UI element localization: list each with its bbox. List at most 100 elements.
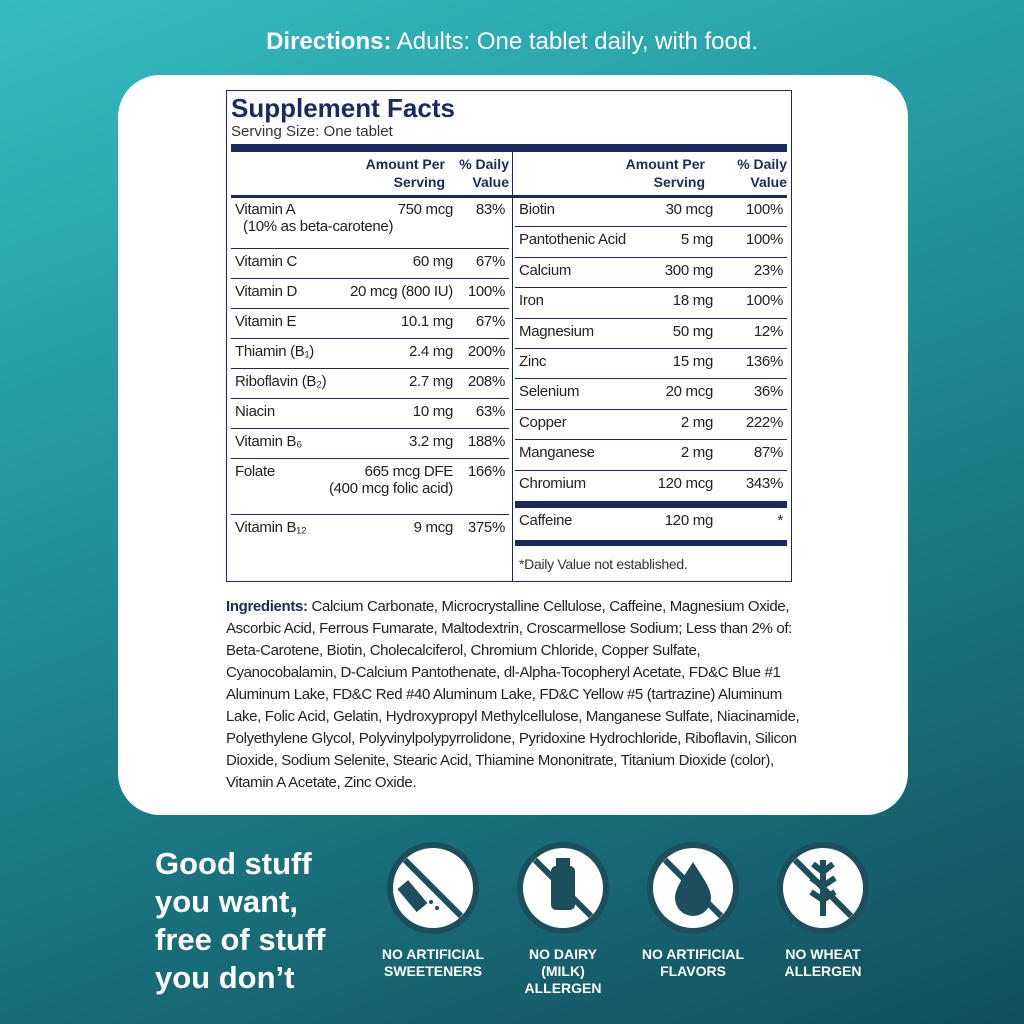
tagline-line: Good stuff — [155, 846, 312, 881]
nutrient-row: Vitamin B₁₂ 9 mcg 375% — [231, 515, 509, 549]
footnote: *Daily Value not established. — [519, 555, 688, 572]
nutrient-dv: 136% — [745, 352, 783, 370]
amount-cell: 15 mg — [673, 353, 714, 378]
header-line: Amount Per — [625, 156, 705, 172]
nutrient-cell: Vitamin B₆ — [235, 433, 409, 458]
amount-cell: 20 mcg — [666, 383, 714, 408]
nutrient-cell: Vitamin A (10% as beta-carotene) — [235, 201, 398, 248]
badge-icon — [777, 842, 869, 934]
nutrient-amount: 50 mg — [672, 322, 714, 340]
nutrient-name: Folate — [235, 463, 275, 480]
nutrient-row: Riboflavin (B₂) 2.7 mg 208% — [231, 369, 509, 399]
nutrient-name: Riboflavin (B₂) — [235, 373, 327, 390]
nutrient-dv: 100% — [745, 231, 783, 249]
nutrient-amount: 2.7 mg — [408, 373, 453, 390]
badge-label-line: NO DAIRY — [529, 946, 597, 962]
tagline-line: free of stuff — [155, 922, 326, 957]
amount-cell: 2 mg — [681, 444, 713, 469]
nutrient-dv: * — [777, 511, 783, 529]
nutrient-name: Niacin — [235, 403, 275, 420]
nutrient-dv: 12% — [753, 322, 783, 340]
right-column: Biotin 30 mcg 100% Pantothenic Acid 5 mg 100%… — [515, 197, 787, 582]
nutrient-cell: Zinc — [519, 353, 673, 378]
nutrient-row: Magnesium 50 mg 12% — [515, 319, 787, 349]
badge-icon — [647, 842, 739, 934]
nutrient-cell: Biotin — [519, 201, 666, 226]
nutrient-dv: 200% — [467, 343, 505, 360]
nutrient-name: Vitamin B₆ — [235, 433, 302, 450]
nutrient-amount: 2 mg — [680, 444, 713, 462]
column-header: Amount Per Serving % Daily Value — [231, 155, 509, 191]
nutrient-row: Vitamin D 20 mcg (800 IU) 100% — [231, 279, 509, 309]
nutrient-row: Biotin 30 mcg 100% — [515, 197, 787, 228]
nutrient-row: Vitamin C 60 mg 67% — [231, 249, 509, 279]
badge-label: NO ARTIFICIAL SWEETENERS — [368, 946, 498, 980]
badge-label: NO DAIRY (MILK) ALLERGEN — [498, 946, 628, 997]
nutrient-amount: 30 mcg — [665, 201, 714, 218]
amount-cell: 2.7 mg — [409, 373, 453, 398]
nutrient-name: Vitamin E — [235, 313, 297, 330]
header-line: % Daily — [459, 156, 509, 172]
nutrient-row: Caffeine 120 mg * — [515, 508, 787, 540]
facts-title: Supplement Facts — [231, 93, 455, 123]
badge-label-line: NO ARTIFICIAL — [641, 946, 745, 962]
thick-rule — [515, 500, 787, 508]
nutrient-cell: Selenium — [519, 383, 666, 408]
nutrient-cell: Caffeine — [519, 512, 665, 540]
serving-size: Serving Size: One tablet — [231, 123, 393, 140]
amount-cell: 10 mg — [413, 403, 454, 428]
nutrient-cell: Pantothenic Acid — [519, 231, 681, 256]
nutrient-note: (10% as beta-carotene) — [243, 218, 394, 235]
amount-cell: 5 mg — [681, 231, 713, 256]
badge-label-line: (MILK) — [541, 963, 585, 979]
header-line: % Daily — [737, 156, 787, 172]
supplement-facts: Supplement Facts Serving Size: One table… — [226, 90, 792, 582]
nutrient-cell: Magnesium — [519, 323, 673, 348]
nutrient-name: Caffeine — [519, 511, 573, 529]
nutrient-amount: 5 mg — [680, 231, 713, 249]
dv-header: % Daily Value — [717, 155, 787, 191]
nutrient-dv: 100% — [745, 292, 783, 310]
header-line: Serving — [653, 174, 705, 190]
nutrient-amount: 300 mg — [664, 261, 714, 279]
badge-label-line: ALLERGEN — [524, 980, 602, 996]
header-line: Value — [750, 174, 787, 190]
badge-label: NO WHEAT ALLERGEN — [758, 946, 888, 980]
nutrient-cell: Folate — [235, 463, 329, 514]
nutrient-row: Vitamin E 10.1 mg 67% — [231, 309, 509, 339]
ingredients-text: Calcium Carbonate, Microcrystalline Cell… — [226, 598, 800, 791]
amount-cell: 120 mg — [665, 512, 714, 540]
column-header: Amount Per Serving % Daily Value — [517, 155, 787, 191]
column-divider — [512, 152, 513, 582]
nutrient-cell: Vitamin B₁₂ — [235, 519, 414, 549]
amount-cell: 50 mg — [672, 322, 714, 348]
nutrient-name: Pantothenic Acid — [519, 231, 626, 249]
nutrient-dv: 100% — [745, 201, 783, 218]
nutrient-note: (400 mcg folic acid) — [328, 480, 453, 497]
nutrient-name: Calcium — [519, 261, 572, 279]
nutrient-amount: 9 mcg — [413, 519, 454, 536]
amount-cell: 2 mg — [681, 414, 713, 439]
directions-label: Directions: — [266, 28, 392, 55]
header-line: Value — [472, 174, 509, 190]
nutrient-amount: 3.2 mg — [408, 433, 453, 450]
amount-cell: 120 mcg — [657, 474, 714, 501]
nutrient-cell: Manganese — [519, 444, 681, 469]
nutrient-row: Selenium 20 mcg 36% — [515, 379, 787, 410]
amount-cell: 18 mg — [673, 292, 714, 317]
nutrient-amount: 10.1 mg — [400, 313, 453, 330]
nutrient-name: Selenium — [519, 383, 580, 401]
thick-rule — [515, 539, 787, 546]
nutrient-amount: 750 mcg — [397, 201, 454, 218]
nutrient-amount: 120 mcg — [657, 474, 714, 492]
amount-header: Amount Per Serving — [626, 155, 705, 191]
header-line: Serving — [393, 174, 445, 190]
nutrient-cell: Iron — [519, 292, 673, 317]
tagline-line: you don’t — [155, 960, 295, 995]
amount-cell: 20 mcg (800 IU) — [350, 283, 453, 308]
nutrient-dv: 63% — [475, 403, 505, 420]
nutrient-name: Magnesium — [519, 322, 594, 340]
nutrient-name: Manganese — [519, 444, 595, 462]
nutrient-name: Chromium — [519, 474, 586, 492]
badge-icon — [517, 842, 609, 934]
